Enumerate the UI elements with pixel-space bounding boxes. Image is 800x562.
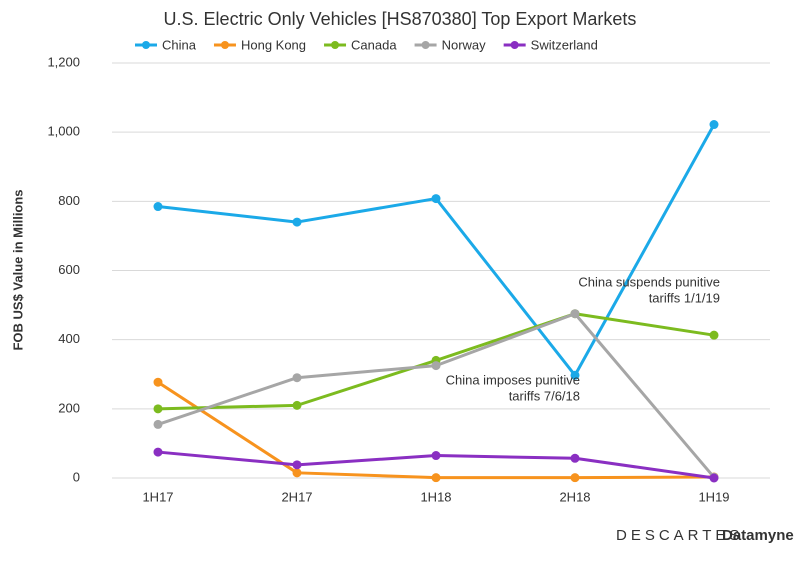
data-point — [153, 419, 163, 429]
data-point — [570, 370, 580, 380]
legend-marker — [331, 41, 340, 49]
data-point — [292, 400, 302, 410]
legend-marker — [421, 41, 430, 49]
chart-title: U.S. Electric Only Vehicles [HS870380] T… — [164, 9, 637, 29]
y-tick-label: 400 — [58, 331, 80, 346]
y-tick-label: 600 — [58, 262, 80, 277]
legend-marker — [220, 41, 229, 49]
legend-label: Hong Kong — [241, 37, 306, 52]
y-tick-label: 200 — [58, 400, 80, 415]
legend-label: Canada — [351, 37, 397, 52]
annotation: tariffs 7/6/18 — [509, 388, 580, 403]
series-line — [157, 123, 716, 377]
data-point — [431, 451, 441, 461]
data-point — [153, 447, 163, 457]
annotation: tariffs 1/1/19 — [649, 290, 720, 305]
data-point — [292, 460, 302, 470]
data-point — [153, 404, 163, 414]
data-point — [431, 194, 441, 204]
data-point — [709, 330, 719, 340]
x-tick-label: 2H18 — [559, 489, 590, 504]
data-point — [709, 473, 719, 483]
data-point — [292, 373, 302, 383]
x-tick-label: 1H18 — [420, 489, 451, 504]
y-tick-label: 800 — [58, 193, 80, 208]
y-tick-label: 1,000 — [47, 124, 80, 139]
data-point — [431, 473, 441, 483]
data-point — [570, 473, 580, 483]
data-point — [292, 468, 302, 478]
annotation: China imposes punitive — [446, 372, 580, 387]
y-axis-label: FOB US$ Value in Millions — [10, 189, 25, 350]
x-tick-label: 1H19 — [698, 489, 729, 504]
data-point — [153, 202, 163, 212]
x-tick-label: 1H17 — [142, 489, 173, 504]
data-point — [153, 377, 163, 387]
annotation: China suspends punitive — [578, 274, 720, 289]
logo-product: Datamyne — [722, 527, 794, 544]
data-point — [570, 309, 580, 319]
y-tick-label: 0 — [73, 469, 80, 484]
data-point — [431, 361, 441, 371]
logo-brand: DESCARTES — [616, 527, 743, 544]
legend-label: China — [162, 37, 197, 52]
x-tick-label: 2H17 — [281, 489, 312, 504]
legend-label: Switzerland — [531, 37, 598, 52]
legend-marker — [142, 41, 150, 49]
y-tick-label: 1,200 — [47, 54, 80, 69]
legend-marker — [510, 41, 519, 49]
data-point — [292, 217, 302, 227]
legend-label: Norway — [442, 37, 487, 52]
data-point — [709, 120, 719, 130]
data-point — [570, 453, 580, 463]
